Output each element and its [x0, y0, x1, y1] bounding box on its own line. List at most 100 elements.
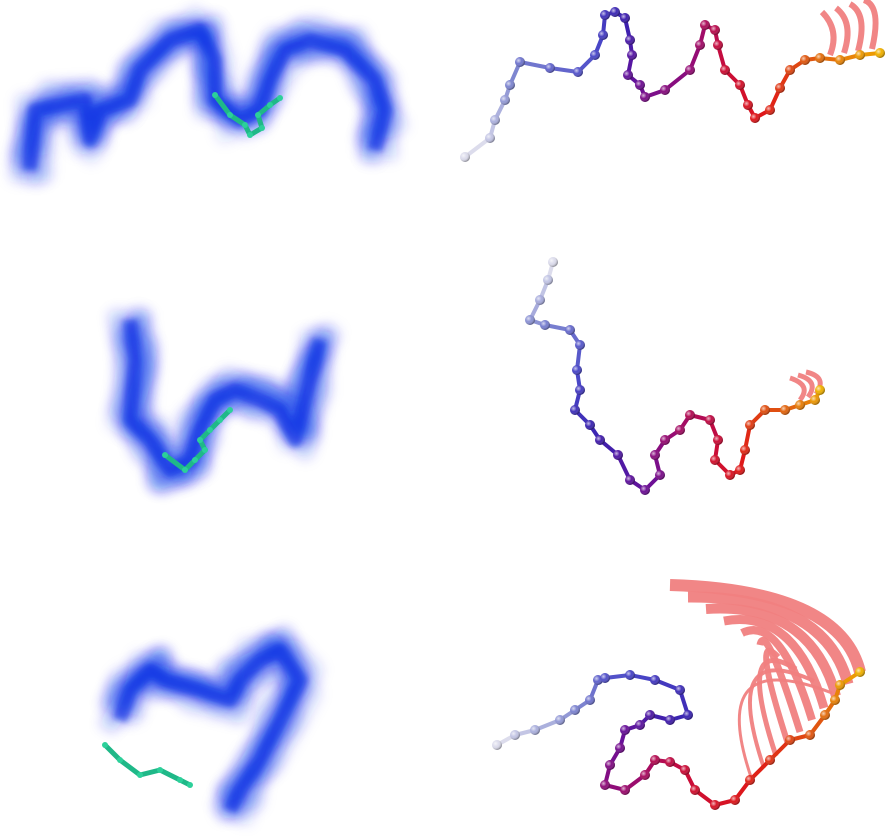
reference-bead — [187, 782, 193, 788]
atom-shine — [835, 55, 845, 65]
atom-shine — [695, 40, 705, 50]
atom-shine — [640, 92, 650, 102]
atom-shine — [525, 315, 535, 325]
atom-shine — [590, 50, 600, 60]
atom-shine — [830, 695, 840, 705]
reference-bead — [227, 112, 233, 118]
atom-shine — [713, 435, 723, 445]
atom-shine — [595, 435, 605, 445]
atom-shine — [535, 295, 545, 305]
atom-shine — [745, 420, 755, 430]
atom-shine — [600, 673, 610, 683]
atom-shine — [665, 757, 675, 767]
atom-shine — [500, 95, 510, 105]
atom-shine — [735, 465, 745, 475]
atom-shine — [623, 70, 633, 80]
atom-shine — [765, 105, 775, 115]
atom-shine — [460, 152, 470, 162]
atom-shine — [510, 730, 520, 740]
atom-shine — [780, 405, 790, 415]
atom-shine — [675, 425, 685, 435]
atom-shine — [640, 485, 650, 495]
reference-bead — [255, 112, 261, 118]
atom-shine — [548, 257, 558, 267]
atom-shine — [683, 710, 693, 720]
atom-shine — [720, 65, 730, 75]
reference-bead — [247, 132, 253, 138]
reference-bead — [102, 742, 108, 748]
force-arrow — [836, 8, 848, 53]
atom-shine — [740, 445, 750, 455]
atom-shine — [640, 770, 650, 780]
atom-shine — [540, 320, 550, 330]
reference-bead — [162, 452, 168, 458]
atom-shine — [555, 715, 565, 725]
reference-bead — [212, 92, 218, 98]
atom-shine — [625, 475, 635, 485]
atom-shine — [875, 48, 885, 58]
atom-shine — [835, 680, 845, 690]
atom-shine — [635, 720, 645, 730]
atom-shine — [680, 765, 690, 775]
atom-shine — [743, 100, 753, 110]
atom-shine — [730, 795, 740, 805]
atom-shine — [575, 340, 585, 350]
atom-shine — [690, 785, 700, 795]
atom-shine — [620, 725, 630, 735]
force-arrow — [790, 378, 804, 400]
atom-shine — [665, 715, 675, 725]
atom-shine — [625, 35, 635, 45]
chain-panels — [460, 0, 885, 810]
atom-shine — [805, 730, 815, 740]
atom-shine — [855, 667, 865, 677]
atom-shine — [710, 25, 720, 35]
reference-bead — [117, 757, 123, 763]
atom-shine — [710, 800, 720, 810]
atom-shine — [650, 450, 660, 460]
atom-shine — [815, 385, 825, 395]
atom-shine — [660, 85, 670, 95]
atom-shine — [735, 80, 745, 90]
atom-shine — [585, 420, 595, 430]
ensemble-panels — [16, 16, 400, 824]
reference-bead — [227, 407, 233, 413]
atom-shine — [600, 780, 610, 790]
atom-shine — [610, 7, 620, 17]
atom-shine — [575, 385, 585, 395]
reference-bead — [259, 125, 265, 131]
atom-shine — [485, 133, 495, 143]
reference-bead — [182, 467, 188, 473]
atom-shine — [650, 755, 660, 765]
atom-shine — [760, 405, 770, 415]
reference-bead — [202, 447, 208, 453]
atom-shine — [635, 80, 645, 90]
atom-shine — [572, 365, 582, 375]
atom-shine — [613, 450, 623, 460]
reference-bead — [137, 772, 143, 778]
atom-shine — [650, 675, 660, 685]
atom-shine — [675, 685, 685, 695]
atom-shine — [785, 65, 795, 75]
atom-shine — [820, 710, 830, 720]
atom-shine — [745, 775, 755, 785]
reference-bead — [157, 767, 163, 773]
atom-shine — [775, 83, 785, 93]
atom-shine — [685, 410, 695, 420]
atom-shine — [505, 80, 515, 90]
atom-shine — [795, 400, 805, 410]
atom-shine — [725, 470, 735, 480]
atom-shine — [627, 50, 637, 60]
atom-shine — [705, 415, 715, 425]
reference-bead — [192, 457, 198, 463]
reference-bead — [267, 102, 273, 108]
atom-shine — [660, 435, 670, 445]
atom-shine — [570, 705, 580, 715]
page: (() => { const data = JSON.parse(documen… — [0, 0, 887, 840]
atom-shine — [655, 470, 665, 480]
atom-shine — [545, 63, 555, 73]
reference-bead — [242, 122, 248, 128]
force-arrow — [822, 12, 834, 55]
force-arrow — [850, 4, 862, 51]
force-arrow — [864, 0, 876, 49]
atom-shine — [543, 275, 553, 285]
